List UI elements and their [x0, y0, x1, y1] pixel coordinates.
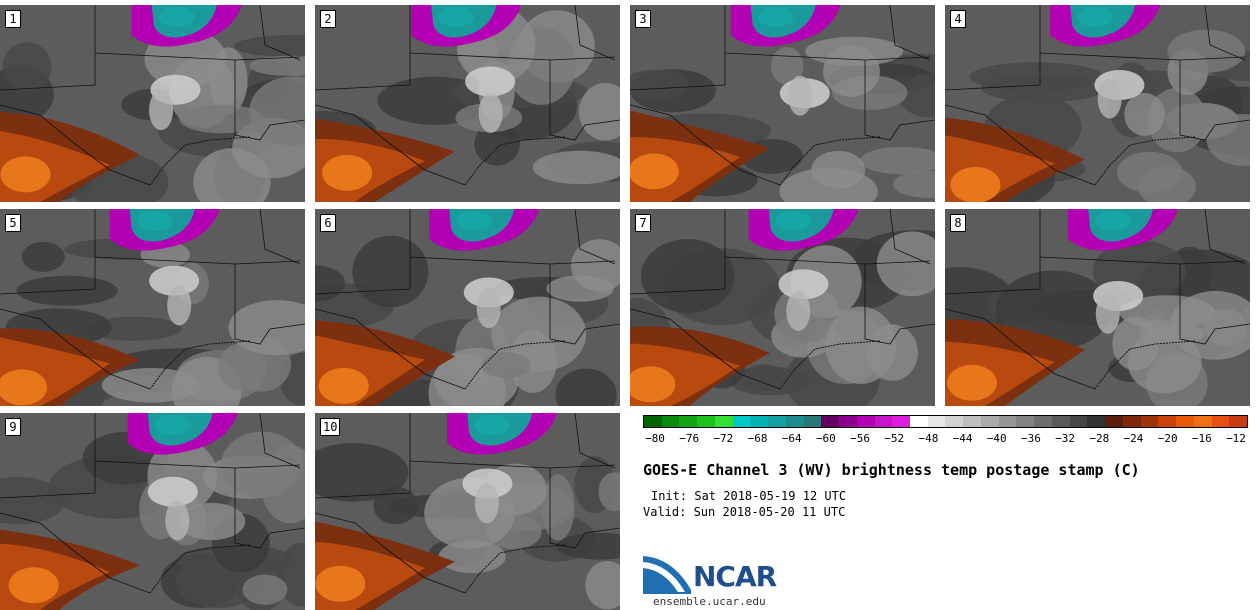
postage-stamp-panel: 2: [315, 5, 620, 202]
colorbar-segment: [839, 416, 857, 427]
colorbar-segment: [821, 416, 840, 427]
postage-stamp-panel: 9: [0, 413, 305, 610]
colorbar-segment: [1034, 416, 1052, 427]
colorbar-tick-label: −60: [815, 432, 836, 445]
colorbar-tick-label: −80: [645, 432, 665, 445]
colorbar-segment: [697, 416, 715, 427]
water-vapor-map: [630, 209, 935, 406]
colorbar-segment: [750, 416, 769, 427]
postage-stamp-panel: 1: [0, 5, 305, 202]
init-time: Init: Sat 2018-05-19 12 UTC: [651, 489, 847, 503]
colorbar-segment: [998, 416, 1017, 427]
colorbar-tick-label: −72: [713, 432, 734, 445]
colorbar-tick-label: −40: [986, 432, 1007, 445]
colorbar-segment: [679, 416, 698, 427]
colorbar-tick-label: −44: [952, 432, 973, 445]
colorbar-segment: [1193, 416, 1212, 427]
colorbar-segment: [963, 416, 981, 427]
colorbar-segment: [1176, 416, 1194, 427]
colorbar-tick-label: −68: [747, 432, 768, 445]
ncar-logo: NCAR: [643, 554, 803, 600]
colorbar-segment: [644, 416, 662, 427]
colorbar-segment: [732, 416, 751, 427]
postage-stamp-panel: 7: [630, 209, 935, 406]
ncar-logo-text: NCAR: [693, 560, 777, 593]
water-vapor-map: [0, 413, 305, 610]
colorbar-segment: [927, 416, 946, 427]
colorbar-tick-label: −64: [781, 432, 802, 445]
colorbar-segment: [1069, 416, 1088, 427]
water-vapor-map: [0, 5, 305, 202]
colorbar-segment: [1051, 416, 1070, 427]
colorbar-tick-label: −48: [918, 432, 939, 445]
ensemble-member-label: 1: [5, 10, 21, 28]
colorbar-segment: [945, 416, 964, 427]
ensemble-member-label: 10: [320, 418, 341, 436]
water-vapor-map: [315, 413, 620, 610]
water-vapor-map: [315, 209, 620, 406]
colorbar-tick-label: −56: [850, 432, 870, 445]
colorbar-segment: [1140, 416, 1159, 427]
water-vapor-map: [630, 5, 935, 202]
colorbar-segment: [661, 416, 680, 427]
water-vapor-map: [945, 5, 1250, 202]
ensemble-member-label: 4: [950, 10, 966, 28]
ensemble-member-label: 8: [950, 214, 966, 232]
colorbar-segment: [803, 416, 822, 427]
colorbar-segment: [1087, 416, 1106, 427]
postage-stamp-panel: 5: [0, 209, 305, 406]
colorbar-segment: [1105, 416, 1123, 427]
colorbar-tick-label: −12: [1226, 432, 1246, 445]
colorbar-scale: [643, 415, 1248, 428]
colorbar: −80 −76 −72 −68 −64 −60 −56 −52 −48 −44 −40 −36 −32−…: [643, 415, 1248, 455]
colorbar-segment: [785, 416, 804, 427]
water-vapor-map: [315, 5, 620, 202]
figure-title: GOES-E Channel 3 (WV) brightness temp po…: [643, 461, 1140, 479]
colorbar-tick-label: −16: [1191, 432, 1212, 445]
colorbar-segment: [1122, 416, 1141, 427]
colorbar-segment: [1211, 416, 1230, 427]
water-vapor-map: [945, 209, 1250, 406]
colorbar-segment: [1229, 416, 1247, 427]
colorbar-tick-label: −52: [884, 432, 905, 445]
colorbar-segment: [910, 416, 928, 427]
colorbar-segment: [1016, 416, 1035, 427]
colorbar-segment: [892, 416, 911, 427]
ensemble-member-label: 9: [5, 418, 21, 436]
logo-url: ensemble.ucar.edu: [653, 595, 766, 608]
colorbar-segment: [714, 416, 733, 427]
postage-stamp-panel: 8: [945, 209, 1250, 406]
ensemble-member-label: 2: [320, 10, 336, 28]
colorbar-tick-label: −20: [1157, 432, 1178, 445]
postage-stamp-panel: 10: [315, 413, 620, 610]
ensemble-member-label: 7: [635, 214, 651, 232]
water-vapor-map: [0, 209, 305, 406]
ensemble-member-label: 3: [635, 10, 651, 28]
colorbar-segment: [856, 416, 875, 427]
colorbar-segment: [980, 416, 999, 427]
colorbar-tick-label: −36: [1021, 432, 1041, 445]
ensemble-member-label: 5: [5, 214, 21, 232]
valid-time: Valid: Sun 2018-05-20 11 UTC: [643, 505, 846, 519]
colorbar-tick-label: −32: [1055, 432, 1076, 445]
colorbar-tick-labels: −80 −76 −72 −68 −64 −60 −56 −52 −48 −44 −40 −36 −32−…: [643, 432, 1248, 448]
ncar-swoosh-icon: [643, 556, 691, 594]
ensemble-member-label: 6: [320, 214, 336, 232]
postage-stamp-panel: 3: [630, 5, 935, 202]
colorbar-segment: [1158, 416, 1177, 427]
colorbar-segment: [874, 416, 893, 427]
postage-stamp-panel: 6: [315, 209, 620, 406]
colorbar-tick-label: −28: [1089, 432, 1110, 445]
colorbar-segment: [768, 416, 786, 427]
colorbar-tick-label: −24: [1123, 432, 1144, 445]
colorbar-tick-label: −76: [679, 432, 700, 445]
postage-stamp-panel: 4: [945, 5, 1250, 202]
